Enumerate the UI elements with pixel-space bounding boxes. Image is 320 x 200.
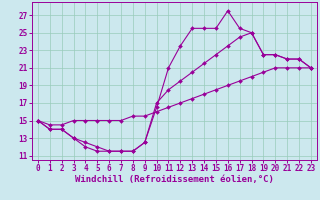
- X-axis label: Windchill (Refroidissement éolien,°C): Windchill (Refroidissement éolien,°C): [75, 175, 274, 184]
